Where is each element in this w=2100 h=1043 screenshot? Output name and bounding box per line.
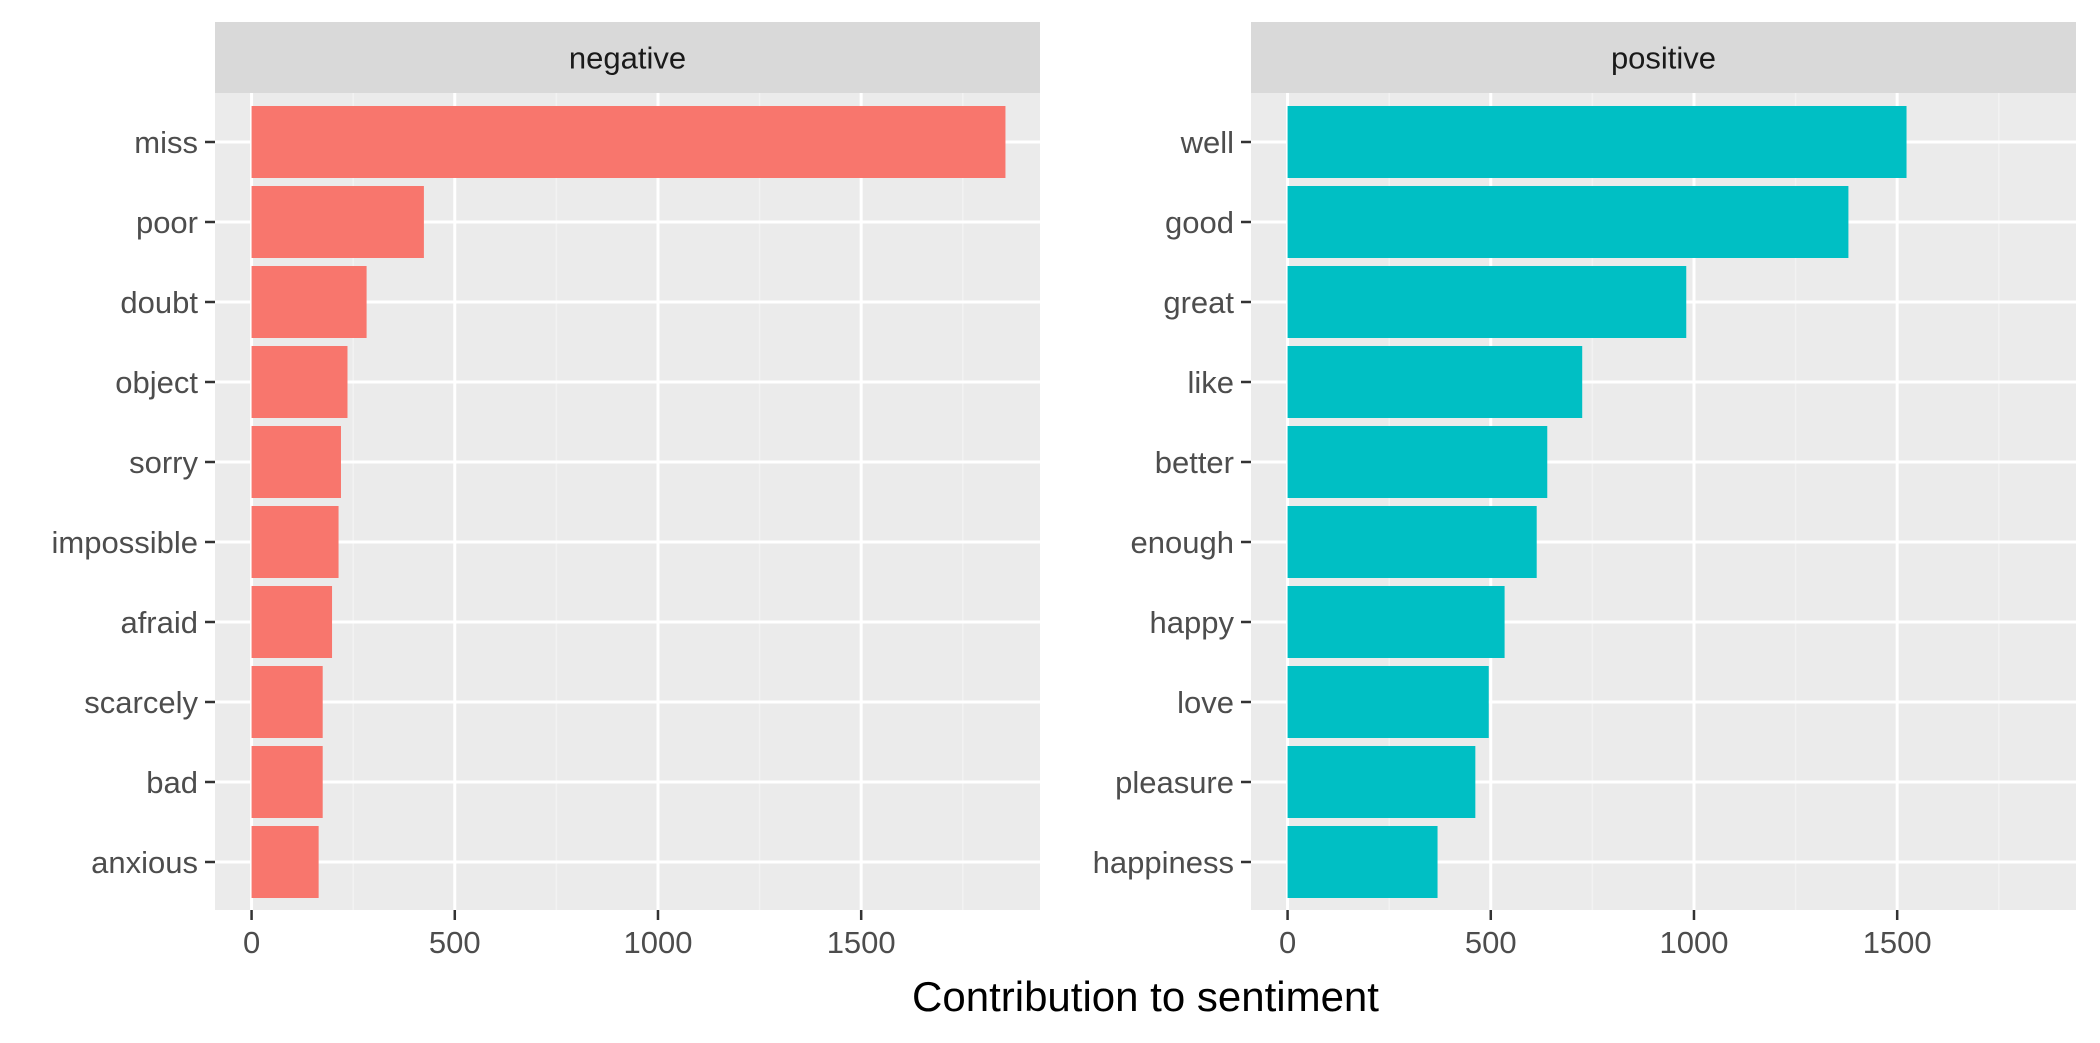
x-tick-label: 0: [1279, 925, 1296, 960]
bar-impossible: [251, 506, 339, 578]
category-label: bad: [146, 765, 198, 800]
category-label: sorry: [129, 445, 198, 480]
category-label: impossible: [52, 525, 198, 560]
facet-panel-positive: positive well good great like better enough hap…: [1093, 22, 2076, 960]
category-label: anxious: [91, 845, 198, 880]
category-label: happiness: [1093, 845, 1234, 880]
category-label: miss: [134, 125, 198, 160]
bar-better: [1287, 426, 1548, 498]
facet-strip-label: positive: [1611, 41, 1716, 76]
category-label: better: [1155, 445, 1234, 480]
bar-object: [251, 346, 348, 418]
category-label: object: [115, 365, 198, 400]
facet-strip-label: negative: [569, 41, 686, 76]
bar-bad: [251, 746, 323, 818]
category-label: love: [1177, 685, 1234, 720]
category-label: afraid: [120, 605, 198, 640]
x-tick-label: 1000: [623, 925, 692, 960]
category-label: scarcely: [84, 685, 198, 720]
bar-well: [1287, 106, 1907, 178]
x-tick-label: 1500: [827, 925, 896, 960]
category-label: great: [1163, 285, 1234, 320]
bar-afraid: [251, 586, 333, 658]
facet-panel-negative: negative miss poor doubt object sorry impossib…: [52, 22, 1040, 960]
category-label: good: [1165, 205, 1234, 240]
category-label: happy: [1150, 605, 1235, 640]
bar-sorry: [251, 426, 341, 498]
category-label: poor: [136, 205, 198, 240]
x-tick-label: 0: [243, 925, 260, 960]
facet-strip: [215, 22, 1040, 93]
category-label: well: [1180, 125, 1234, 160]
facet-strip: [1251, 22, 2076, 93]
category-label: enough: [1131, 525, 1234, 560]
category-label: pleasure: [1115, 765, 1234, 800]
category-label: like: [1187, 365, 1234, 400]
bar-scarcely: [251, 666, 323, 738]
x-tick-label: 500: [1465, 925, 1517, 960]
bar-good: [1287, 186, 1849, 258]
x-tick-label: 1500: [1863, 925, 1932, 960]
bar-anxious: [251, 826, 319, 898]
x-tick-label: 1000: [1659, 925, 1728, 960]
bar-enough: [1287, 506, 1537, 578]
bar-love: [1287, 666, 1489, 738]
bar-like: [1287, 346, 1583, 418]
bar-poor: [251, 186, 424, 258]
x-axis-title: Contribution to sentiment: [912, 973, 1379, 1020]
x-tick-label: 500: [429, 925, 481, 960]
bar-miss: [251, 106, 1006, 178]
bar-pleasure: [1287, 746, 1476, 818]
bar-doubt: [251, 266, 367, 338]
category-label: doubt: [120, 285, 198, 320]
bar-happiness: [1287, 826, 1438, 898]
bar-happy: [1287, 586, 1505, 658]
bar-great: [1287, 266, 1687, 338]
